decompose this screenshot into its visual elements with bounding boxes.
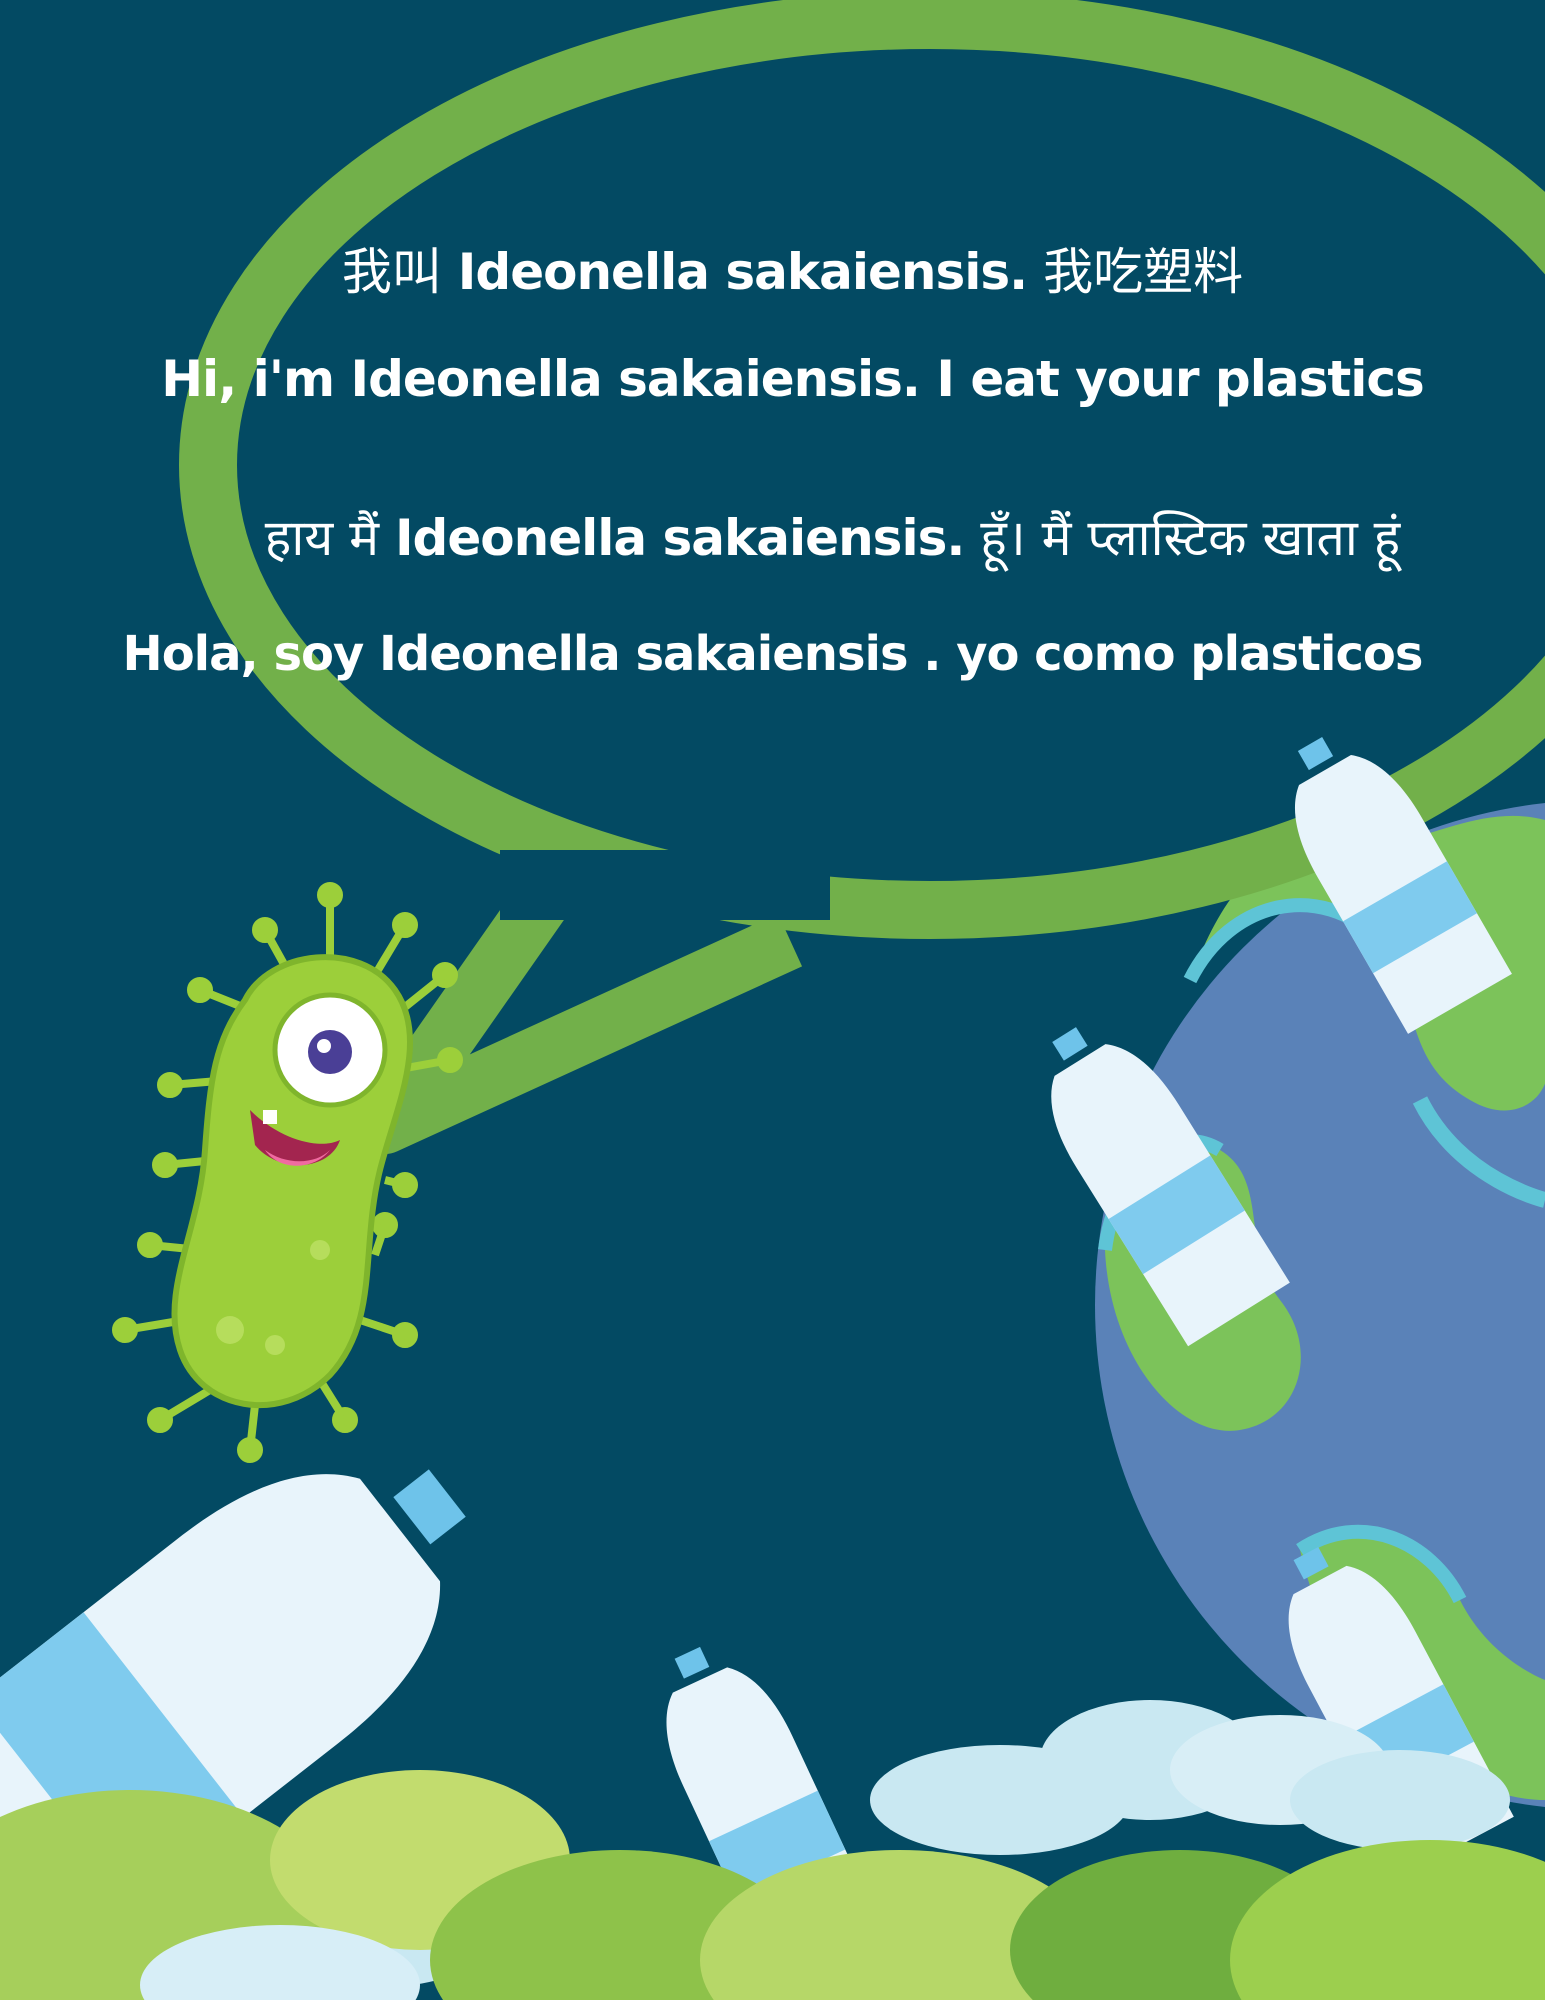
speech-line-english: Hi, i'm Ideonella sakaiensis. I eat your… xyxy=(161,350,1425,408)
chinese-name: Ideonella sakaiensis. xyxy=(457,243,1028,301)
hindi-suffix: हूँ। मैं प्लास्टिक खाता हूं xyxy=(964,509,1401,567)
chinese-suffix: 我吃塑料 xyxy=(1027,243,1244,301)
speech-line-hindi: हाय मैं Ideonella sakaiensis. हूँ। मैं प… xyxy=(0,502,1545,570)
plastic-bottle xyxy=(1295,737,1512,1034)
chinese-prefix: 我叫 xyxy=(341,243,458,301)
bacterium-mascot xyxy=(112,882,463,1463)
hindi-prefix: हाय मैं xyxy=(264,509,395,567)
plastic-bottle xyxy=(1051,1027,1290,1347)
leaves xyxy=(0,1770,1545,2000)
speech-line-spanish: Hola, soy Ideonella sakaiensis . yo como… xyxy=(122,626,1424,682)
hindi-name: Ideonella sakaiensis. xyxy=(394,509,965,567)
speech-line-chinese: 我叫 Ideonella sakaiensis. 我吃塑料 xyxy=(0,232,1545,304)
